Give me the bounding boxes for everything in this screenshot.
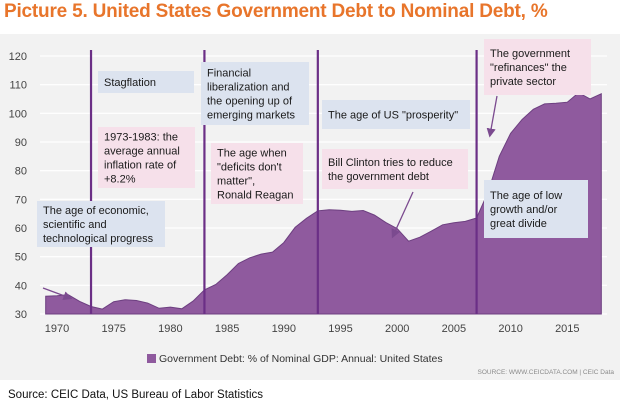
annotation-econ: The age of economic, scientific and techno…	[37, 201, 165, 247]
x-tick-label: 1990	[272, 323, 296, 335]
annotation-arrow	[486, 95, 498, 138]
annotation-text: The age of economic,	[43, 205, 149, 217]
annotation-text: The age of low	[490, 190, 562, 202]
annotation-text: technological progress	[43, 233, 154, 245]
legend-label: Government Debt: % of Nominal GDP: Annua…	[159, 353, 443, 365]
x-tick-label: 2015	[555, 323, 579, 335]
annotation-arrow	[391, 191, 414, 239]
annotation-text: The age of US "prosperity"	[328, 110, 458, 122]
annotation-box	[484, 180, 588, 238]
x-tick-label: 1970	[45, 323, 69, 335]
annotation-box	[484, 39, 591, 95]
annotation-text: growth and/or	[490, 204, 558, 216]
x-tick-label: 2005	[442, 323, 466, 335]
annotation-inflation: 1973-1983: the average annual inflation ra…	[98, 127, 195, 188]
annotation-box	[322, 100, 470, 129]
annotation-text: scientific and	[43, 219, 107, 231]
annotation-text: Bill Clinton tries to reduce	[328, 157, 453, 169]
x-tick-label: 2010	[498, 323, 522, 335]
annotation-text: emerging markets	[207, 110, 296, 122]
annotation-box	[98, 127, 195, 188]
legend-swatch	[147, 354, 156, 363]
credit-note: SOURCE: WWW.CEICDATA.COM | CEIC Data	[477, 369, 614, 376]
annotation-clinton: Bill Clinton tries to reduce the governme…	[322, 149, 468, 189]
annotation-deficits: The age when "deficits don't matter", Ronal…	[211, 143, 303, 204]
chart-panel: 30 40 50 60 70 80 90 100 110 120 1970 1975 1980 1985…	[0, 34, 620, 380]
annotation-stagflation: Stagflation	[98, 71, 194, 93]
annotation-text: Ronald Reagan	[217, 190, 293, 202]
annotation-prosperity: The age of US "prosperity"	[322, 100, 470, 129]
x-tick-label: 1975	[101, 323, 125, 335]
page-title: Picture 5. United States Government Debt…	[4, 1, 548, 22]
y-tick-label: 50	[15, 252, 27, 264]
annotation-box	[37, 201, 165, 247]
annotation-text: "deficits don't	[217, 162, 282, 174]
x-tick-label: 1985	[215, 323, 239, 335]
y-tick-label: 90	[15, 137, 27, 149]
y-tick-label: 40	[15, 280, 27, 292]
annotation-text: The government	[490, 48, 570, 60]
annotation-text: matter",	[217, 176, 255, 188]
annotation-text: Stagflation	[104, 77, 156, 89]
annotation-text: the opening up of	[207, 96, 293, 108]
annotation-refinances: The government "refinances" the private se…	[484, 39, 591, 95]
y-tick-label: 70	[15, 194, 27, 206]
x-tick-label: 2000	[385, 323, 409, 335]
annotation-box	[322, 149, 468, 189]
source-note: Source: CEIC Data, US Bureau of Labor St…	[8, 389, 264, 401]
annotation-text: 1973-1983: the	[104, 132, 178, 144]
x-tick-label: 1995	[328, 323, 352, 335]
debt-area-series	[45, 92, 602, 315]
y-tick-label: 60	[15, 223, 27, 235]
annotation-text: +8.2%	[104, 174, 136, 186]
annotation-text: liberalization and	[207, 82, 290, 94]
annotation-lowgrowth: The age of low growth and/or great divide	[484, 180, 588, 238]
annotation-text: great divide	[490, 218, 547, 230]
annotation-text: the government debt	[328, 171, 429, 183]
debt-chart: 30 40 50 60 70 80 90 100 110 120 1970 1975 1980 1985…	[9, 39, 614, 376]
annotation-box	[211, 143, 303, 204]
annotation-box	[201, 62, 309, 125]
annotation-text: average annual	[104, 146, 180, 158]
annotation-box	[98, 71, 194, 93]
annotation-arrow	[42, 287, 73, 301]
annotation-text: "refinances" the	[490, 62, 567, 74]
annotation-text: inflation rate of	[104, 160, 177, 172]
annotation-text: Financial	[207, 68, 251, 80]
annotation-text: private sector	[490, 76, 556, 88]
annotation-financial: Financial liberalization and the opening u…	[201, 62, 309, 125]
y-tick-label: 120	[9, 51, 27, 63]
y-tick-label: 110	[9, 80, 27, 92]
annotation-text: The age when	[217, 148, 287, 160]
y-tick-label: 30	[15, 309, 27, 321]
y-tick-label: 100	[9, 108, 27, 120]
x-tick-label: 1980	[158, 323, 182, 335]
y-tick-label: 80	[15, 166, 27, 178]
